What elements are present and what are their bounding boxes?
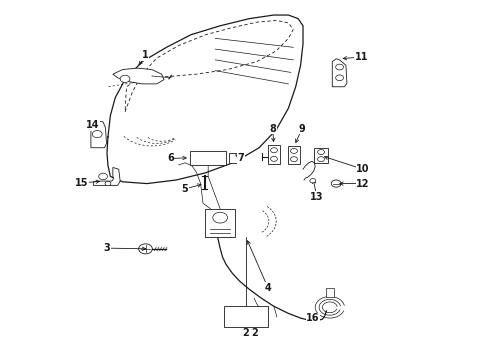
Text: 14: 14 bbox=[85, 121, 99, 130]
Text: 16: 16 bbox=[305, 313, 319, 323]
Bar bbox=[189, 150, 226, 165]
Circle shape bbox=[105, 181, 111, 186]
Text: 11: 11 bbox=[354, 52, 367, 62]
Circle shape bbox=[139, 244, 152, 254]
Circle shape bbox=[270, 156, 277, 161]
Circle shape bbox=[330, 180, 340, 187]
Text: 15: 15 bbox=[75, 178, 89, 188]
Polygon shape bbox=[93, 167, 120, 185]
Bar bbox=[288, 146, 299, 164]
Bar bbox=[267, 145, 280, 164]
Circle shape bbox=[317, 157, 324, 162]
Circle shape bbox=[290, 148, 297, 153]
Text: 6: 6 bbox=[167, 153, 173, 163]
Bar bbox=[326, 288, 333, 297]
Circle shape bbox=[120, 75, 130, 82]
Text: 9: 9 bbox=[298, 124, 305, 134]
Circle shape bbox=[92, 131, 102, 138]
Circle shape bbox=[317, 149, 324, 154]
Polygon shape bbox=[113, 68, 163, 84]
Bar bbox=[228, 153, 236, 163]
Circle shape bbox=[335, 64, 343, 70]
Text: 7: 7 bbox=[237, 153, 244, 163]
Polygon shape bbox=[331, 59, 346, 87]
Text: 3: 3 bbox=[103, 243, 110, 253]
Text: 4: 4 bbox=[264, 283, 271, 293]
Circle shape bbox=[99, 173, 107, 180]
Bar bbox=[224, 306, 267, 327]
Text: 13: 13 bbox=[309, 192, 323, 202]
Text: 10: 10 bbox=[356, 164, 369, 174]
Circle shape bbox=[335, 75, 343, 81]
Text: 12: 12 bbox=[356, 179, 369, 189]
Circle shape bbox=[270, 148, 277, 153]
Bar bbox=[314, 148, 327, 163]
Circle shape bbox=[290, 157, 297, 162]
Circle shape bbox=[309, 179, 315, 183]
Text: 2: 2 bbox=[242, 328, 248, 338]
Text: 8: 8 bbox=[269, 124, 276, 134]
Text: 1: 1 bbox=[142, 50, 148, 60]
Bar bbox=[205, 209, 234, 237]
Circle shape bbox=[212, 212, 227, 223]
Polygon shape bbox=[91, 121, 106, 148]
Text: 5: 5 bbox=[181, 184, 188, 194]
Text: 2: 2 bbox=[250, 328, 257, 338]
